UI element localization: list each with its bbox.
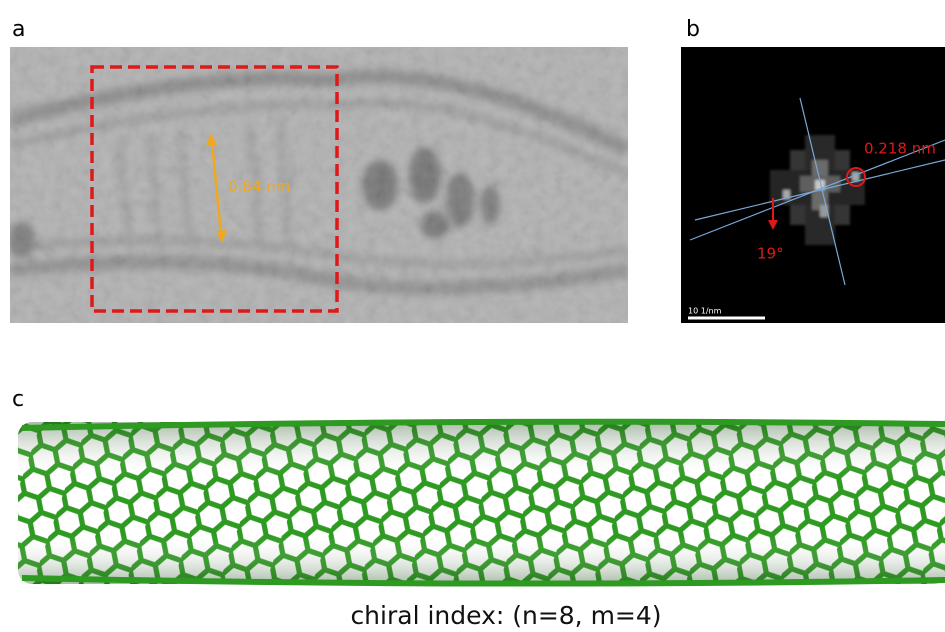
nanotube-model (18, 422, 945, 584)
angle-label: 19° (757, 245, 784, 263)
figure: a 0.84 nm b (0, 0, 945, 632)
tem-image (8, 47, 628, 323)
fft-image (681, 47, 945, 323)
scale-bar-label: 10 1/nm (688, 307, 722, 316)
diameter-label: 0.84 nm (228, 178, 290, 196)
page: a 0.84 nm b (0, 0, 945, 632)
panel-label: a (12, 17, 25, 42)
panel-label: c (12, 387, 24, 412)
caption: chiral index: (n=8, m=4) (350, 601, 661, 630)
panel-label: b (686, 17, 700, 42)
spacing-label: 0.218 nm (864, 140, 936, 158)
